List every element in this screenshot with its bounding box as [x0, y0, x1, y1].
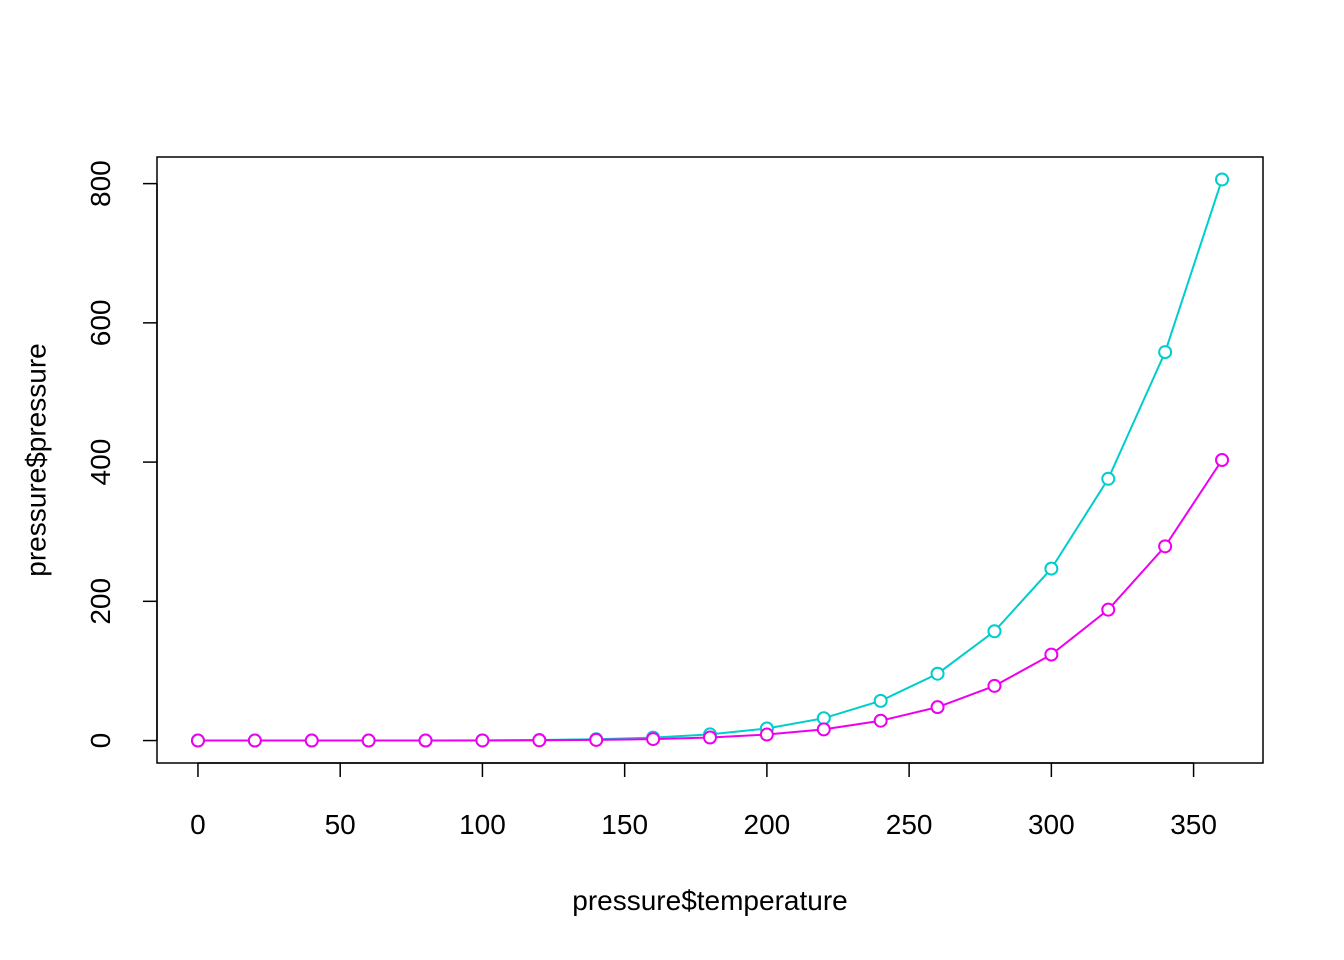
data-point: [247, 733, 262, 748]
data-point: [1215, 172, 1230, 187]
data-point: [1101, 602, 1116, 617]
data-point: [1158, 539, 1173, 554]
data-point: [646, 732, 661, 747]
data-point: [190, 733, 205, 748]
data-point: [1158, 345, 1173, 360]
x-axis-label: pressure$temperature: [572, 885, 847, 916]
x-tick-label: 50: [325, 809, 356, 840]
data-point: [873, 713, 888, 728]
data-point: [1215, 453, 1230, 467]
x-tick-label: 250: [886, 809, 933, 840]
data-point: [418, 733, 433, 748]
x-tick-label: 150: [601, 809, 648, 840]
series-line: [197, 179, 1223, 742]
y-axis-label: pressure$pressure: [20, 343, 51, 576]
series-line: [197, 459, 1223, 742]
data-point: [1044, 647, 1059, 662]
x-tick-label: 100: [459, 809, 506, 840]
x-tick-label: 350: [1170, 809, 1217, 840]
x-tick-label: 200: [744, 809, 791, 840]
data-point: [1101, 471, 1116, 486]
data-point: [703, 730, 717, 745]
data-point: [532, 733, 547, 748]
data-point: [930, 666, 945, 681]
x-tick-label: 0: [190, 809, 206, 840]
data-point: [930, 700, 945, 715]
data-point: [304, 733, 319, 748]
data-point: [987, 624, 1002, 639]
data-point: [361, 733, 376, 748]
data-point: [816, 722, 831, 737]
data-point: [987, 678, 1002, 693]
y-tick-label: 400: [85, 439, 116, 486]
y-tick-label: 0: [85, 733, 116, 749]
data-point: [1044, 561, 1059, 576]
data-point: [589, 732, 604, 747]
data-point: [759, 727, 774, 742]
plot-box: [156, 156, 1264, 764]
y-tick-label: 800: [85, 160, 116, 207]
y-tick-label: 200: [85, 578, 116, 625]
x-tick-label: 300: [1028, 809, 1075, 840]
data-point: [475, 733, 490, 748]
data-point: [873, 693, 888, 708]
y-tick-label: 600: [85, 299, 116, 346]
